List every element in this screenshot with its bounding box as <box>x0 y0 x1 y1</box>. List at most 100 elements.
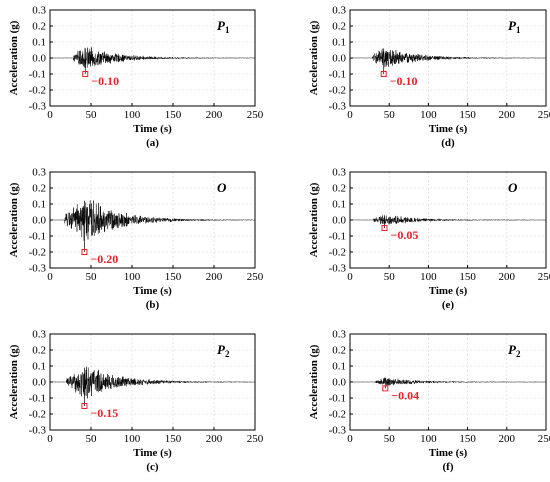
panel-f: −0.04 0 50 100 150 200 250 0.3 0.2 0.1 0.0 -0.1 -0.2… <box>308 329 550 474</box>
y-tick-label: -0.3 <box>29 263 47 275</box>
x-tick-label: 100 <box>124 433 141 445</box>
x-tick-label: 100 <box>420 271 437 283</box>
peak-marker <box>81 403 88 409</box>
y-tick-label: 0.3 <box>332 167 346 179</box>
x-axis-label: Time (s) <box>133 447 172 459</box>
x-tick-label: 100 <box>420 109 437 121</box>
x-tick-label: 100 <box>420 433 437 445</box>
panel-letter: (d) <box>441 137 455 149</box>
y-tick-label: 0.0 <box>332 215 346 227</box>
y-tick-label: 0.3 <box>332 329 346 341</box>
x-tick-label: 200 <box>206 271 223 283</box>
x-axis-label: Time (s) <box>133 123 172 135</box>
y-tick-label: 0.0 <box>332 53 346 65</box>
acceleration-series <box>49 47 255 68</box>
x-tick-label: 50 <box>384 433 396 445</box>
y-axis-label: Acceleration (g) <box>308 344 320 419</box>
station-label: O <box>508 180 518 195</box>
panel-a: −0.10 0 50 100 150 200 250 0.3 0.2 0.1 0.0 -0.1 -0.2… <box>8 5 264 150</box>
y-tick-label: 0.2 <box>332 345 346 357</box>
y-tick-label: -0.2 <box>29 85 46 97</box>
x-tick-label: 50 <box>384 109 396 121</box>
y-tick-label: -0.2 <box>329 409 346 421</box>
acceleration-series <box>349 377 547 386</box>
y-tick-label: -0.3 <box>29 101 47 113</box>
x-axis-label: Time (s) <box>429 123 468 135</box>
y-tick-label: 0.2 <box>32 21 46 33</box>
acceleration-series <box>49 366 255 399</box>
panel-letter: (a) <box>146 137 159 149</box>
x-tick-label: 0 <box>47 433 53 445</box>
x-tick-label: 150 <box>165 271 182 283</box>
acceleration-series <box>349 215 547 225</box>
x-tick-label: 250 <box>247 109 264 121</box>
y-tick-label: 0.2 <box>332 183 346 195</box>
station-label: P1 <box>508 18 521 35</box>
x-tick-label: 150 <box>165 109 182 121</box>
y-tick-label: -0.2 <box>329 247 346 259</box>
x-tick-label: 200 <box>499 109 516 121</box>
y-tick-label: -0.1 <box>29 231 46 243</box>
x-tick-label: 250 <box>538 271 550 283</box>
y-tick-label: -0.1 <box>29 69 46 81</box>
peak-value-label: −0.20 <box>90 252 118 266</box>
y-tick-label: 0.3 <box>32 5 46 17</box>
y-axis-label: Acceleration (g) <box>8 344 20 419</box>
y-tick-label: -0.1 <box>29 393 46 405</box>
y-tick-label: -0.3 <box>329 263 347 275</box>
y-tick-label: -0.1 <box>329 231 346 243</box>
peak-value-label: −0.10 <box>91 74 119 88</box>
y-tick-label: -0.2 <box>329 85 346 97</box>
y-tick-label: 0.1 <box>332 37 346 49</box>
peak-marker <box>382 385 389 392</box>
peak-value-label: −0.04 <box>391 388 419 402</box>
y-tick-label: -0.1 <box>329 393 346 405</box>
y-tick-label: 0.2 <box>332 21 346 33</box>
x-tick-label: 0 <box>347 271 353 283</box>
y-tick-label: -0.1 <box>329 69 346 81</box>
peak-value-label: −0.10 <box>390 74 418 88</box>
x-axis-label: Time (s) <box>133 285 172 297</box>
station-label: P2 <box>217 342 230 359</box>
y-tick-label: -0.2 <box>29 409 46 421</box>
x-tick-label: 200 <box>206 433 223 445</box>
x-tick-label: 100 <box>124 271 141 283</box>
y-tick-label: -0.2 <box>29 247 46 259</box>
x-tick-label: 0 <box>47 109 53 121</box>
panel-b: −0.20 0 50 100 150 200 250 0.3 0.2 0.1 0.0 -0.1 -0.2… <box>8 167 264 312</box>
acceleration-series <box>49 200 255 241</box>
y-tick-label: 0.3 <box>32 167 46 179</box>
y-axis-label: Acceleration (g) <box>308 20 320 95</box>
x-tick-label: 200 <box>499 271 516 283</box>
y-tick-label: 0.3 <box>332 5 346 17</box>
x-axis-label: Time (s) <box>429 447 468 459</box>
x-tick-label: 0 <box>347 109 353 121</box>
peak-value-label: −0.05 <box>390 228 418 242</box>
x-tick-label: 200 <box>206 109 223 121</box>
y-tick-label: 0.2 <box>32 183 46 195</box>
panel-letter: (c) <box>146 461 159 473</box>
panel-e: −0.05 0 50 100 150 200 250 0.3 0.2 0.1 0.0 -0.1 -0.2… <box>308 167 550 312</box>
x-tick-label: 0 <box>47 271 53 283</box>
x-tick-label: 150 <box>459 109 476 121</box>
y-tick-label: 0.1 <box>332 199 346 211</box>
x-tick-label: 200 <box>499 433 516 445</box>
y-axis-label: Acceleration (g) <box>308 182 320 257</box>
x-tick-label: 150 <box>459 271 476 283</box>
station-label: P2 <box>508 342 521 359</box>
peak-marker <box>82 71 89 77</box>
x-tick-label: 50 <box>384 271 396 283</box>
y-tick-label: 0.1 <box>32 361 46 373</box>
y-tick-label: -0.3 <box>329 425 347 437</box>
station-label: O <box>217 180 227 195</box>
y-tick-label: 0.0 <box>32 377 46 389</box>
x-tick-label: 0 <box>347 433 353 445</box>
y-tick-label: 0.0 <box>332 377 346 389</box>
y-axis-label: Acceleration (g) <box>8 20 20 95</box>
station-label: P1 <box>217 18 230 35</box>
x-tick-label: 150 <box>459 433 476 445</box>
y-tick-label: 0.2 <box>32 345 46 357</box>
x-tick-label: 250 <box>247 271 264 283</box>
panel-c: −0.15 0 50 100 150 200 250 0.3 0.2 0.1 0.0 -0.1 -0.2… <box>8 329 264 474</box>
